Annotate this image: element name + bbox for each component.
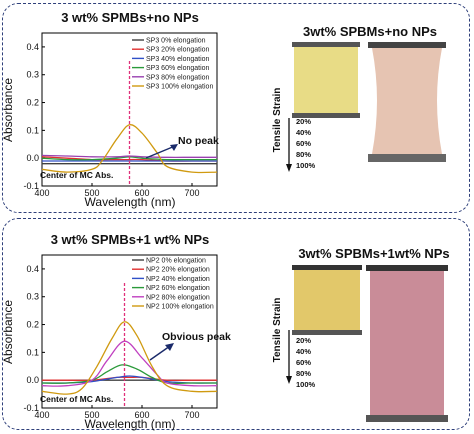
legend-label-5: NP2 100% elongation: [146, 304, 214, 311]
top-chart-annotation-peak: No peak: [178, 135, 219, 147]
bottom-right-clamp-top: [366, 265, 448, 271]
legend-label-3: SP3 60% elongation: [146, 65, 210, 72]
top-chart-x-ticks: 400 500 600 700: [34, 183, 200, 198]
top-chart: 3 wt% SPMBs+no NPs -0.1 0.0 0.1 0.2 0.3 0.4 4…: [1, 10, 219, 209]
top-left-clamp-top: [292, 42, 360, 47]
series-line-4: [41, 340, 218, 387]
y-tick-label: 0.0: [26, 375, 39, 385]
bottom-chart-arrow: [149, 345, 171, 361]
y-tick-label: 0.2: [26, 98, 39, 108]
bottom-strain-40: 40%: [296, 347, 311, 356]
y-tick-label: 0.1: [26, 125, 39, 135]
top-strain-40: 40%: [296, 128, 311, 137]
y-tick-label: 0.4: [26, 42, 39, 52]
bottom-photo-title: 3wt% SPBMs+1wt% NPs: [298, 246, 449, 261]
bottom-chart-annotation-peak: Obvious peak: [162, 331, 231, 343]
series-line-5: [41, 321, 218, 395]
bottom-left-clamp-bottom: [292, 330, 362, 335]
x-tick-label: 500: [84, 188, 99, 198]
bottom-chart: 3 wt% SPMBs+1 wt% NPs -0.1 0.0 0.1 0.2 0.3 0.…: [1, 232, 231, 431]
bottom-chart-title: 3 wt% SPMBs+1 wt% NPs: [51, 232, 210, 247]
bottom-chart-plot-frame: [41, 254, 218, 409]
bottom-strain-60: 60%: [296, 358, 311, 367]
top-chart-arrowhead: [170, 144, 178, 151]
top-photo-title: 3wt% SPBMs+no NPs: [303, 24, 437, 39]
legend-label-0: SP3 0% elongation: [146, 38, 206, 45]
top-left-sample: [294, 47, 358, 113]
bottom-right-sample: [370, 271, 444, 415]
bottom-left-clamp-top: [292, 265, 362, 270]
bottom-strain-axis-label: Tensile Strain: [272, 298, 283, 363]
top-right-sample: [372, 48, 442, 154]
bottom-chart-x-axis-label: Wavelength (nm): [85, 417, 176, 431]
x-tick-label: 400: [34, 188, 49, 198]
y-tick-label: -0.1: [23, 181, 39, 191]
y-tick-label: 0.0: [26, 153, 39, 163]
top-strain-100: 100%: [296, 161, 316, 170]
y-tick-label: 0.2: [26, 320, 39, 330]
top-photo-panel: 3wt% SPBMs+no NPs Tensile Strain 20% 40%…: [272, 24, 446, 172]
y-tick-label: -0.1: [23, 403, 39, 413]
top-chart-legend: SP3 0% elongation SP3 20% elongation SP3 4…: [132, 38, 213, 91]
bottom-chart-legend: NP2 0% elongation NP2 20% elongation NP2 4…: [132, 258, 214, 311]
top-right-clamp-bottom: [368, 154, 446, 162]
y-tick-label: 0.1: [26, 347, 39, 357]
top-chart-plot-frame: [41, 32, 218, 187]
top-chart-x-axis-label: Wavelength (nm): [85, 195, 176, 209]
series-line-5: [41, 124, 218, 174]
bottom-chart-arrowhead: [165, 343, 174, 351]
legend-label-4: SP3 80% elongation: [146, 74, 210, 81]
bottom-strain-100: 100%: [296, 380, 316, 389]
bottom-panel: [2, 218, 470, 430]
legend-label-2: SP3 40% elongation: [146, 56, 210, 63]
top-strain-arrow-head: [286, 164, 292, 172]
bottom-chart-series: [41, 321, 218, 395]
legend-label-3: NP2 60% elongation: [146, 285, 210, 292]
y-tick-label: 0.3: [26, 70, 39, 80]
bottom-strain-20: 20%: [296, 336, 311, 345]
bottom-right-clamp-bottom: [366, 415, 448, 422]
legend-label-0: NP2 0% elongation: [146, 258, 206, 265]
legend-label-5: SP3 100% elongation: [146, 84, 213, 91]
top-strain-60: 60%: [296, 139, 311, 148]
top-chart-title: 3 wt% SPMBs+no NPs: [61, 10, 199, 25]
x-tick-label: 500: [84, 410, 99, 420]
series-line-3: [41, 364, 217, 385]
bottom-chart-y-axis-label: Absorbance: [1, 300, 15, 364]
top-chart-annotation-center: Center of MC Abs.: [40, 170, 113, 180]
legend-label-2: NP2 40% elongation: [146, 276, 210, 283]
x-tick-label: 600: [134, 188, 149, 198]
x-tick-label: 600: [134, 410, 149, 420]
bottom-strain-80: 80%: [296, 369, 311, 378]
x-tick-label: 700: [184, 188, 199, 198]
top-strain-80: 80%: [296, 150, 311, 159]
top-panel: [2, 3, 470, 213]
bottom-photo-panel: 3wt% SPBMs+1wt% NPs Tensile Strain 20% 4…: [272, 246, 450, 422]
bottom-chart-annotation-center: Center of MC Abs.: [40, 394, 113, 404]
top-chart-y-axis-label: Absorbance: [1, 78, 15, 142]
top-strain-axis-label: Tensile Strain: [272, 88, 283, 153]
legend-label-1: NP2 20% elongation: [146, 267, 210, 274]
legend-label-1: SP3 20% elongation: [146, 47, 210, 54]
top-strain-20: 20%: [296, 117, 311, 126]
y-tick-label: 0.4: [26, 264, 39, 274]
legend-label-4: NP2 80% elongation: [146, 294, 210, 301]
top-left-clamp-bottom: [292, 113, 360, 118]
series-line-1: [42, 376, 217, 382]
top-right-clamp-top: [368, 42, 446, 48]
top-chart-arrow: [145, 145, 176, 159]
bottom-chart-x-ticks: 400 500 600 700: [34, 405, 200, 420]
x-tick-label: 700: [184, 410, 199, 420]
bottom-strain-arrow-head: [286, 376, 292, 384]
bottom-left-sample: [294, 270, 360, 330]
x-tick-label: 400: [34, 410, 49, 420]
y-tick-label: 0.3: [26, 292, 39, 302]
